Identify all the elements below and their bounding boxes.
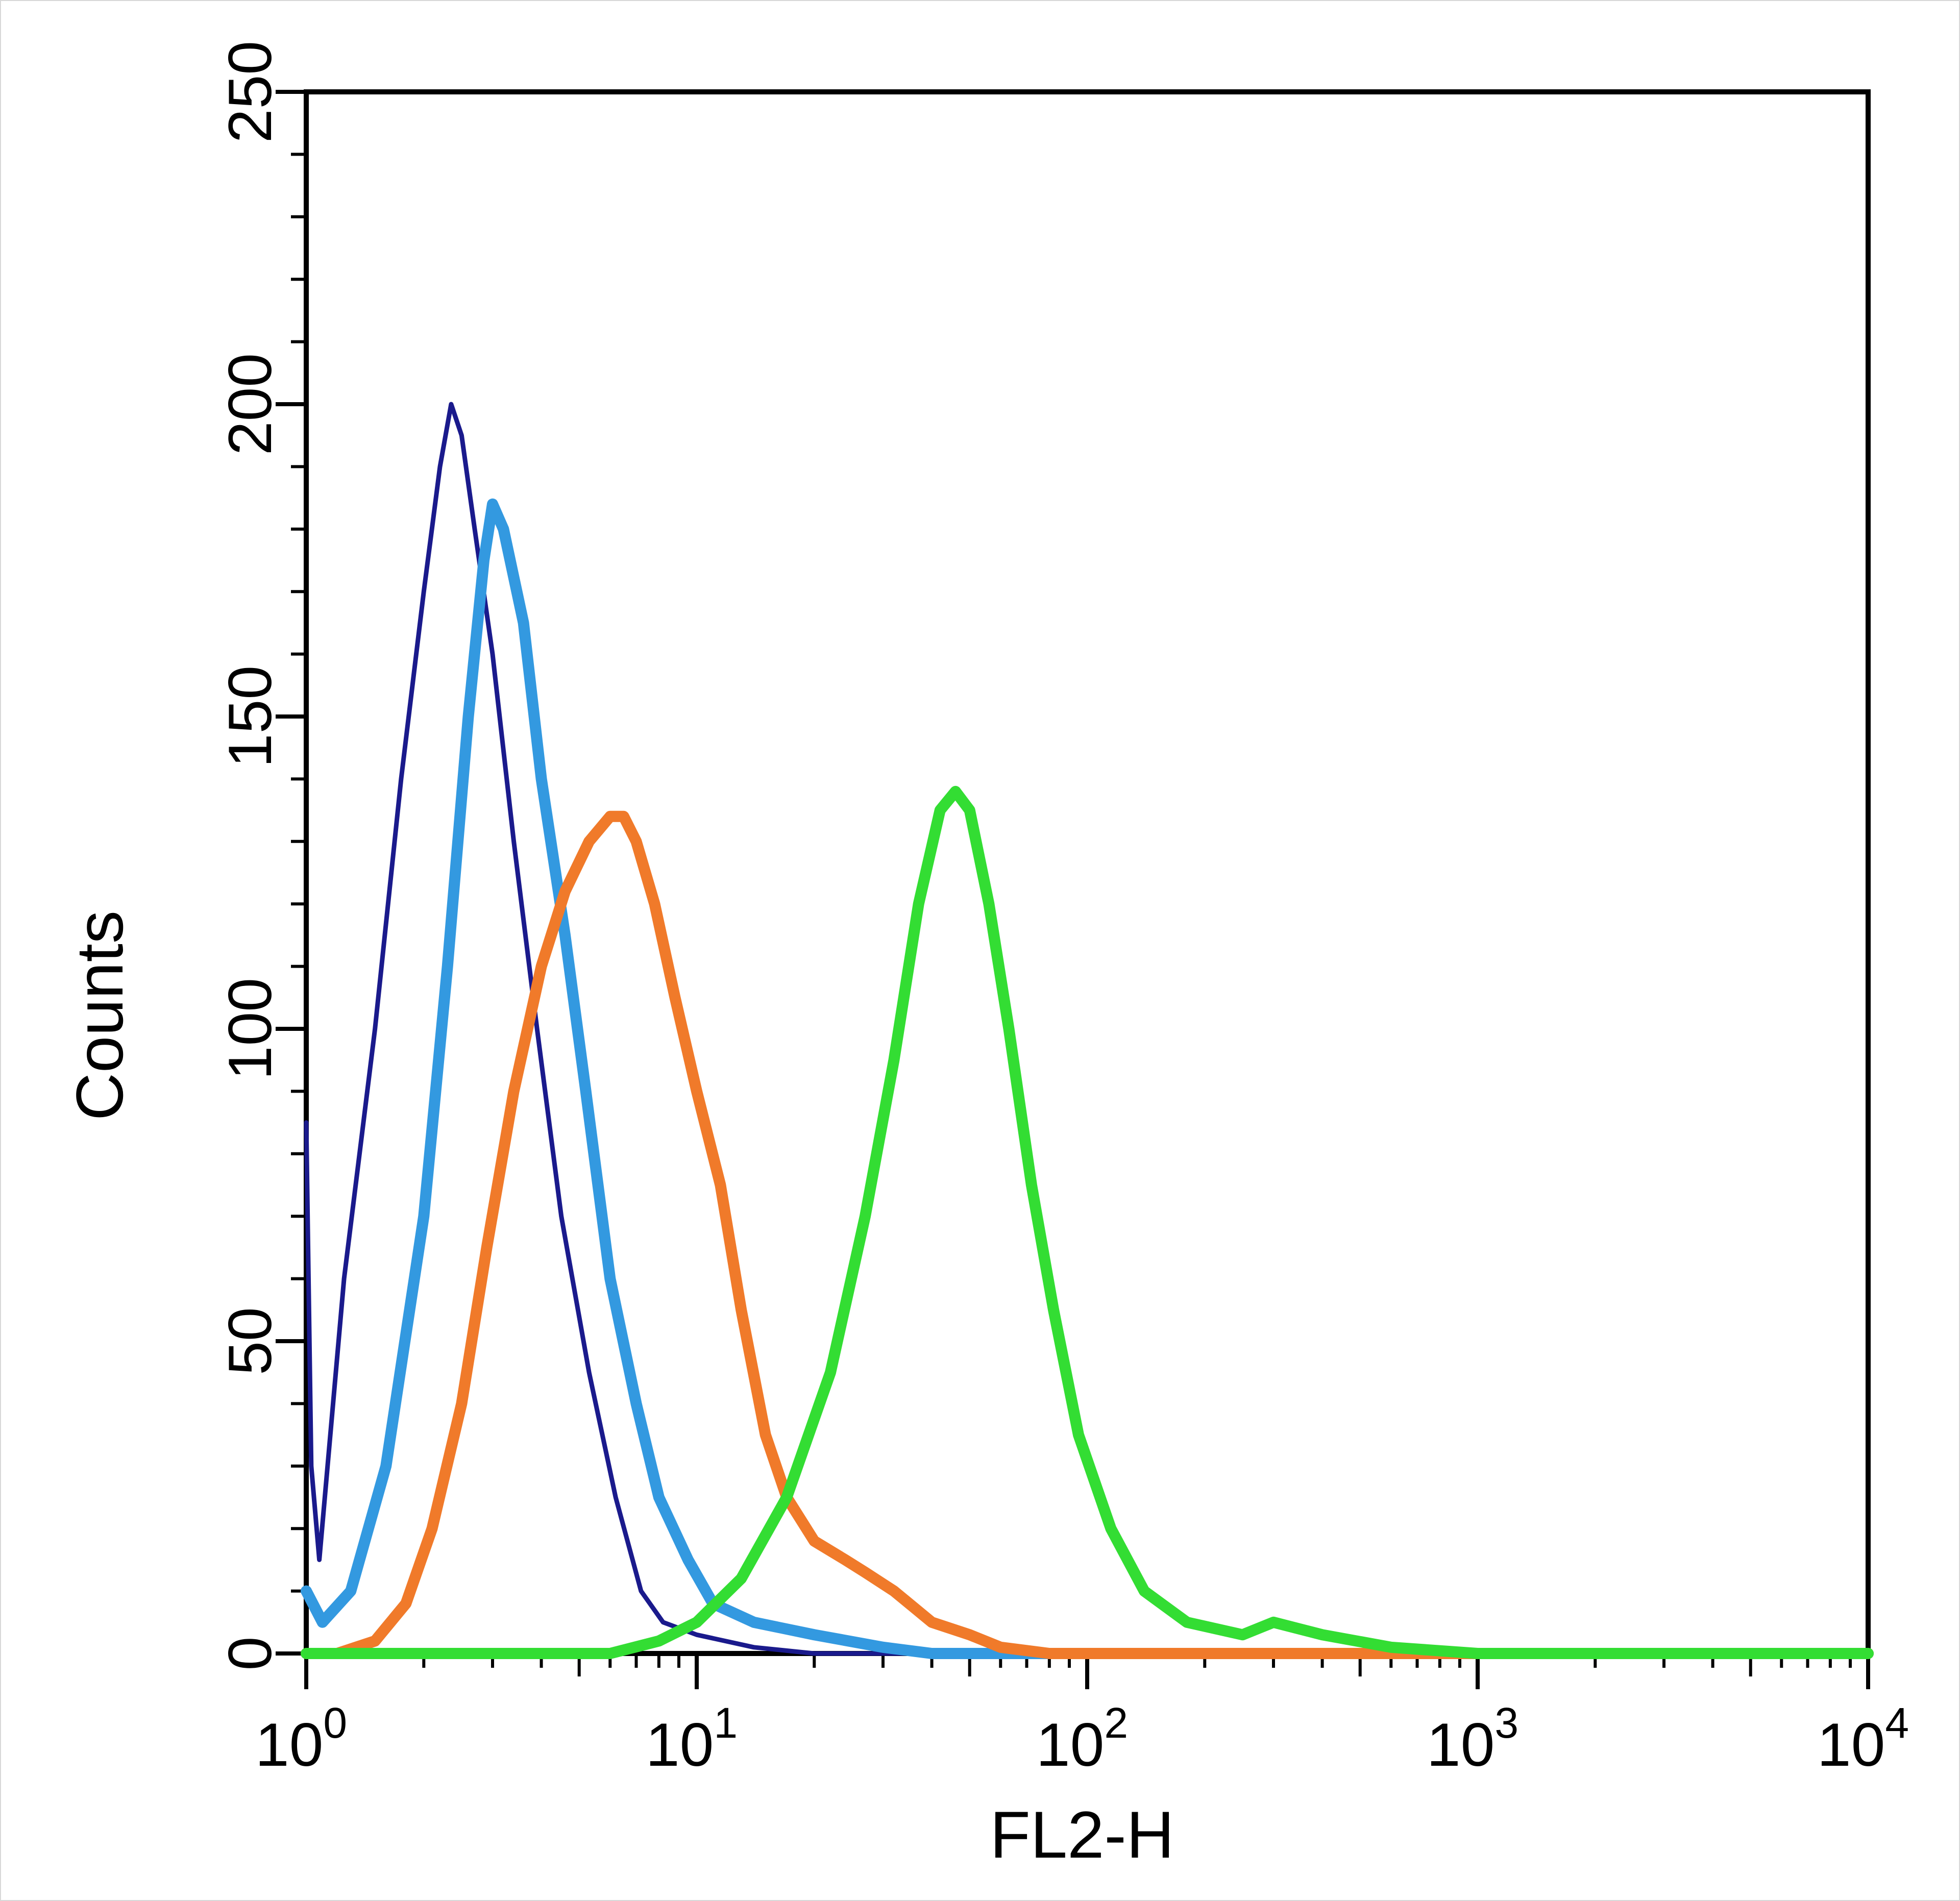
x-tick-label: 102 [1036, 1699, 1128, 1779]
series-line-4 [301, 785, 1874, 1659]
x-tick-label: 103 [1427, 1699, 1518, 1779]
x-tick-label: 101 [646, 1699, 738, 1779]
y-tick-label: 50 [216, 1307, 284, 1375]
series-line-3 [301, 810, 1874, 1659]
series-layer [301, 402, 1874, 1659]
series-line-1 [304, 402, 1871, 1656]
y-tick-label: 100 [216, 978, 284, 1080]
x-tick-marks [304, 1653, 1870, 1689]
y-tick-labels: 0 50 100 150 200 250 [216, 41, 284, 1670]
y-axis-title: Counts [62, 910, 137, 1121]
plot-area [304, 89, 1871, 1656]
y-tick-label: 150 [216, 665, 284, 768]
x-tick-labels: 100 101 102 103 104 [255, 1699, 1909, 1779]
y-tick-marks [276, 90, 306, 1656]
y-tick-label: 200 [216, 353, 284, 455]
x-tick-label: 104 [1817, 1699, 1909, 1779]
x-tick-label: 100 [255, 1699, 347, 1779]
x-axis-title: FL2-H [990, 1797, 1174, 1872]
y-tick-label: 0 [216, 1637, 284, 1671]
series-line-2 [301, 498, 1874, 1659]
y-tick-label: 250 [216, 41, 284, 143]
